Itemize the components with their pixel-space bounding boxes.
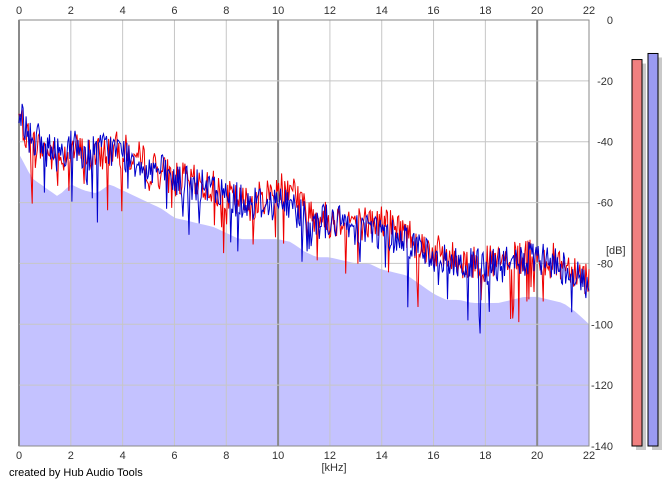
- left-level-meter: [631, 59, 643, 447]
- y-ticks-right: 0 -20 -40 -60 -80 -100 -120 -140: [591, 15, 613, 453]
- y-tick-label: -80: [597, 258, 613, 270]
- series-layer: [18, 103, 590, 334]
- y-tick-label: -100: [591, 319, 613, 331]
- y-tick-label: -140: [591, 441, 613, 453]
- x-ticks-bottom: 0 2 4 6 8 10 12 14 16 18 20 22: [16, 450, 595, 462]
- y-tick-label: -120: [591, 380, 613, 392]
- right-level-meter: [647, 52, 659, 447]
- x-tick-label-bottom: 2: [68, 450, 74, 462]
- x-tick-label-bottom: 6: [171, 450, 177, 462]
- x-tick-label-top: 12: [324, 5, 336, 17]
- y-tick-label: -20: [597, 76, 613, 88]
- y-tick-label: -40: [597, 137, 613, 149]
- x-tick-label-top: 22: [583, 5, 595, 17]
- x-tick-label-top: 14: [376, 5, 388, 17]
- level-meters: [631, 52, 662, 451]
- x-tick-label-bottom: 22: [583, 450, 595, 462]
- x-tick-label-bottom: 4: [120, 450, 126, 462]
- x-tick-label-top: 4: [120, 5, 126, 17]
- x-tick-label-top: 2: [68, 5, 74, 17]
- spectrum-fill-layer: [19, 153, 589, 446]
- x-tick-label-top: 0: [16, 5, 22, 17]
- x-tick-label-bottom: 20: [531, 450, 543, 462]
- x-tick-label-bottom: 10: [272, 450, 284, 462]
- y-tick-label: -60: [597, 198, 613, 210]
- right-channel-line: [18, 103, 590, 334]
- x-axis-label: [kHz]: [321, 462, 346, 474]
- x-tick-label-bottom: 16: [427, 450, 439, 462]
- x-tick-label-top: 16: [427, 5, 439, 17]
- x-tick-label-bottom: 14: [376, 450, 388, 462]
- x-tick-label-top: 6: [171, 5, 177, 17]
- x-tick-label-bottom: 18: [479, 450, 491, 462]
- x-tick-label-top: 18: [479, 5, 491, 17]
- x-tick-label-top: 8: [223, 5, 229, 17]
- x-tick-label-top: 10: [272, 5, 284, 17]
- x-tick-label-bottom: 8: [223, 450, 229, 462]
- x-tick-label-bottom: 0: [16, 450, 22, 462]
- y-axis-label: [dB]: [606, 245, 626, 257]
- y-tick-label: 0: [607, 15, 613, 27]
- x-tick-label-top: 20: [531, 5, 543, 17]
- credit-footer: created by Hub Audio Tools: [9, 467, 143, 479]
- spectrum-fill: [19, 153, 589, 446]
- x-tick-label-bottom: 12: [324, 450, 336, 462]
- plot-border: [18, 19, 590, 447]
- x-ticks-top: 0 2 4 6 8 10 12 14 16 18 20 22: [16, 5, 595, 17]
- grid-layer: [18, 19, 590, 447]
